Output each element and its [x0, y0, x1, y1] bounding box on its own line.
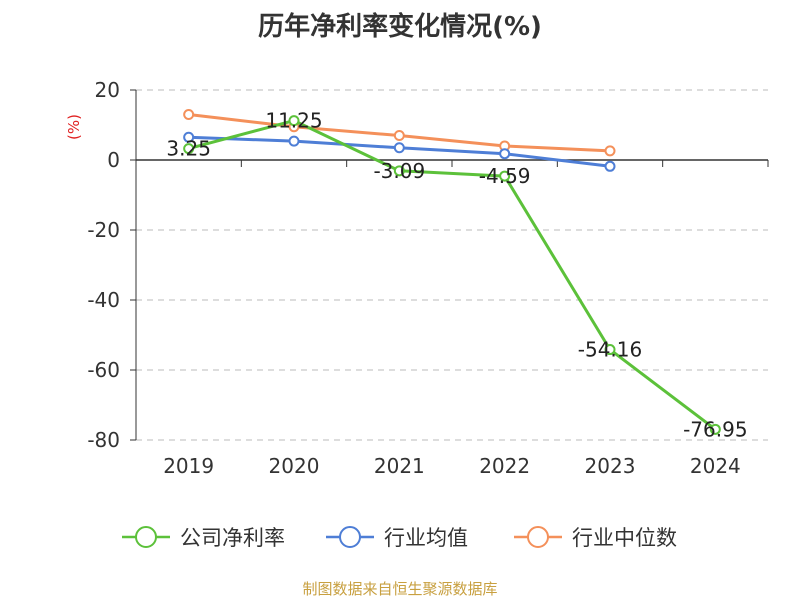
- legend-entry-label: 公司净利率: [180, 526, 285, 550]
- data-label: -4.59: [479, 164, 531, 188]
- data-label: -54.16: [578, 338, 642, 362]
- series-point: [499, 170, 511, 182]
- series-line: [187, 119, 717, 431]
- axis-layer: 20 0 -20 -40 -60 -80 2019 2020 2021 2022 2023 2024 (…: [65, 78, 769, 478]
- series-point: [499, 148, 511, 160]
- y-tick-label: -20: [87, 218, 120, 242]
- legend-entry-label: 行业均值: [384, 526, 468, 550]
- legend-marker: [527, 526, 549, 548]
- legend: 公司净利率 行业均值 行业中位数: [122, 526, 677, 550]
- y-tick-label: 20: [95, 78, 120, 102]
- y-tick-label: -60: [87, 358, 120, 382]
- series-point: [604, 344, 616, 356]
- y-tick-label: -80: [87, 428, 120, 452]
- x-tick-label: 2022: [479, 454, 530, 478]
- series-point: [183, 143, 195, 155]
- series-point: [604, 160, 616, 172]
- x-tick-label: 2020: [269, 454, 320, 478]
- series-point: [393, 130, 405, 141]
- series-point: [183, 131, 195, 143]
- data-label: -76.95: [683, 417, 747, 441]
- legend-entry-label: 行业中位数: [572, 526, 677, 550]
- y-tick-label: 0: [107, 148, 120, 172]
- series-point: [393, 142, 405, 154]
- series-point: [709, 423, 721, 435]
- legend-marker: [135, 526, 157, 548]
- x-tick-label: 2019: [163, 454, 214, 478]
- series-layer: [183, 109, 721, 435]
- data-label: 11.25: [265, 109, 322, 133]
- series-point: [393, 165, 405, 177]
- y-tick-label: -40: [87, 288, 120, 312]
- series-point: [288, 135, 300, 147]
- series-point: [604, 145, 616, 157]
- x-tick-label: 2023: [585, 454, 636, 478]
- series-point: [183, 109, 195, 120]
- data-label: -3.09: [373, 159, 425, 183]
- data-label: 3.25: [166, 137, 211, 161]
- grid-layer: [136, 89, 768, 441]
- data-source-note: 制图数据来自恒生聚源数据库: [302, 580, 498, 598]
- x-tick-label: 2024: [690, 454, 741, 478]
- y-axis-label: (%): [65, 114, 83, 140]
- legend-marker: [339, 526, 361, 548]
- data-label-layer: 3.25 11.25 -3.09 -4.59 -54.16 -76.95: [166, 109, 747, 442]
- x-tick-label: 2021: [374, 454, 425, 478]
- series-point: [288, 115, 300, 127]
- chart-title: 历年净利率变化情况(%): [258, 12, 542, 42]
